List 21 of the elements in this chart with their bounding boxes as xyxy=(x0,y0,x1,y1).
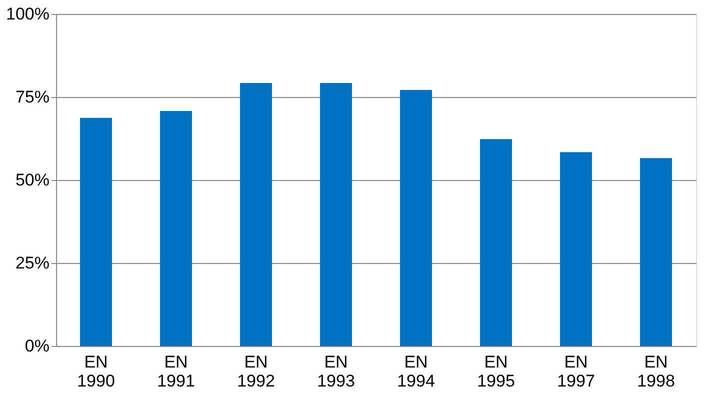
bar xyxy=(640,158,672,346)
y-tick-label: 0% xyxy=(24,336,50,356)
x-tick-label: EN 1995 xyxy=(477,352,515,390)
y-tick-label: 75% xyxy=(15,88,50,106)
bar xyxy=(400,90,432,346)
x-tick-label: EN 1990 xyxy=(77,352,115,390)
y-tick-label: 50% xyxy=(15,170,50,190)
y-tick-label: 100% xyxy=(6,4,50,24)
bar xyxy=(160,110,192,346)
y-tick-label: 25% xyxy=(15,254,50,272)
x-tick-label: EN 1997 xyxy=(557,352,595,390)
bar xyxy=(320,83,352,346)
bar xyxy=(480,139,512,346)
x-tick-label: EN 1992 xyxy=(237,352,275,390)
x-tick-label: EN 1993 xyxy=(317,352,355,390)
bar xyxy=(80,118,112,346)
x-tick-label: EN 1991 xyxy=(157,352,195,390)
bar xyxy=(240,83,272,346)
x-tick-label: EN 1994 xyxy=(397,352,435,390)
x-tick-label: EN 1998 xyxy=(637,352,675,390)
bar xyxy=(560,152,592,346)
